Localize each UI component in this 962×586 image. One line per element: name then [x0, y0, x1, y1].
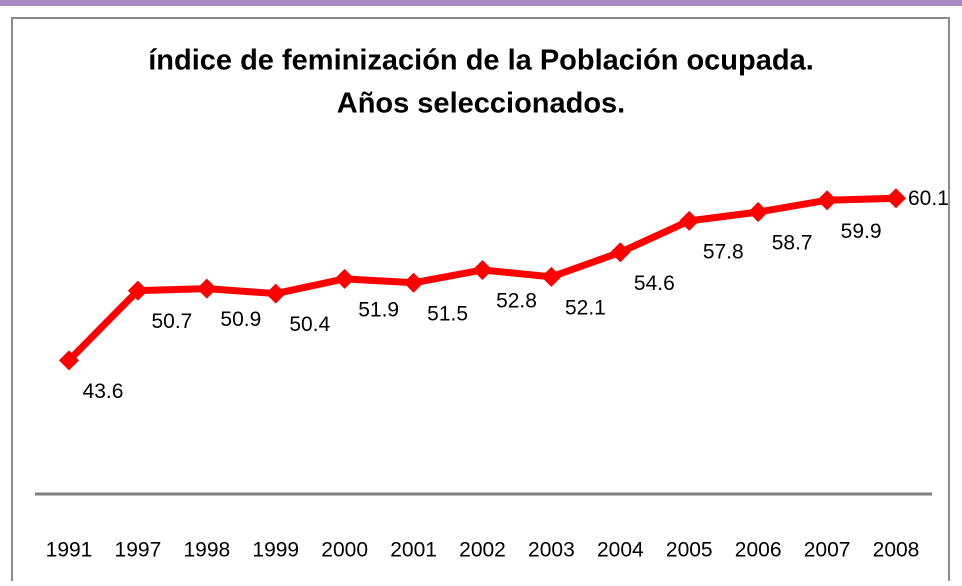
x-tick-label: 1997 [115, 539, 162, 562]
marker [679, 210, 700, 231]
chart-frame [11, 17, 950, 586]
x-tick-label: 2007 [804, 539, 851, 562]
data-label: 50.4 [289, 313, 330, 336]
x-tick-label: 2005 [666, 539, 713, 562]
x-tick-label: 1998 [183, 539, 230, 562]
data-label: 43.6 [83, 380, 124, 403]
marker [196, 278, 217, 299]
chart-title: índice de feminización de la Población o… [148, 45, 814, 77]
x-tick-label: 2002 [459, 539, 506, 562]
marker [127, 280, 148, 301]
data-label: 58.7 [772, 232, 813, 255]
data-label: 51.9 [358, 298, 399, 321]
data-label: 57.8 [703, 240, 744, 263]
marker [265, 283, 286, 304]
x-tick-label: 2004 [597, 539, 644, 562]
x-tick-label: 1999 [252, 539, 299, 562]
x-tick-label: 2003 [528, 539, 575, 562]
data-label: 60.1 [908, 187, 949, 210]
marker [886, 188, 906, 209]
data-label: 54.6 [634, 272, 675, 295]
data-label: 50.9 [220, 308, 261, 331]
data-label: 59.9 [841, 220, 882, 243]
x-tick-label: 2006 [735, 539, 782, 562]
marker [817, 190, 838, 211]
x-tick-label: 2001 [390, 539, 437, 562]
marker [610, 242, 631, 263]
data-label: 52.8 [496, 290, 537, 313]
marker [59, 350, 79, 371]
data-label: 51.5 [427, 302, 468, 325]
x-tick-label: 1991 [46, 539, 93, 562]
data-label: 50.7 [151, 310, 192, 333]
top-strip [0, 0, 962, 6]
marker [748, 202, 769, 223]
marker [403, 272, 424, 293]
marker [334, 268, 355, 289]
data-label: 52.1 [565, 296, 606, 319]
marker [541, 266, 562, 287]
x-tick-label: 2000 [321, 539, 368, 562]
chart-subtitle: Años seleccionados. [337, 88, 626, 120]
x-tick-label: 2008 [873, 539, 920, 562]
marker [472, 259, 493, 280]
